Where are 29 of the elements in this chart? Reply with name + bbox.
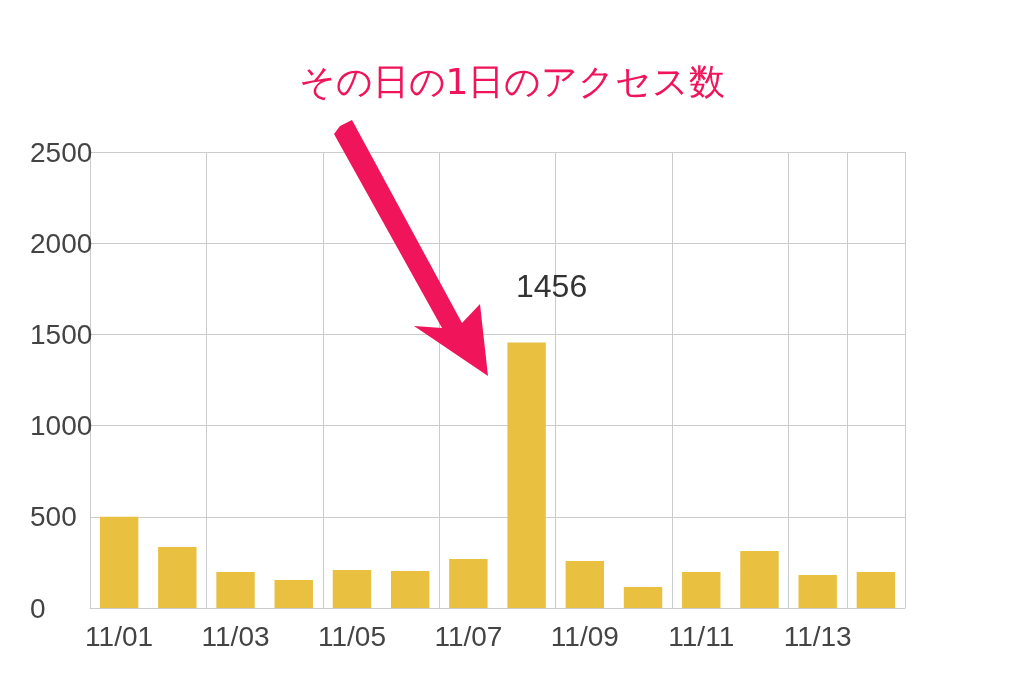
bar	[798, 574, 837, 608]
bar	[507, 342, 546, 608]
bar	[740, 550, 779, 608]
x-tick-label: 11/05	[317, 620, 386, 652]
x-tick-label: 11/13	[783, 620, 852, 652]
y-tick-label: 0	[30, 592, 46, 624]
bar	[623, 587, 663, 608]
x-tick-label: 11/09	[550, 620, 619, 652]
bar	[158, 547, 197, 608]
x-tick-label: 11/11	[668, 620, 735, 652]
bar	[216, 572, 255, 608]
y-tick-label: 2500	[30, 136, 93, 168]
bar	[565, 560, 605, 608]
bar	[332, 570, 372, 608]
y-tick-label: 1500	[30, 318, 93, 350]
text: その日の1日のアクセス数	[297, 60, 727, 104]
bar	[449, 558, 488, 608]
y-tick-label: 2000	[30, 227, 93, 259]
y-tick-label: 500	[30, 501, 77, 533]
bar	[99, 516, 139, 608]
x-tick-label: 11/03	[201, 620, 270, 652]
data-label: 1456	[516, 268, 588, 305]
x-tick-label: 11/01	[85, 620, 154, 652]
y-tick-label: 1000	[30, 410, 93, 442]
bar	[390, 570, 430, 608]
bar	[274, 579, 313, 608]
bar	[682, 572, 721, 608]
bar	[856, 572, 896, 608]
x-tick-label: 11/07	[434, 620, 503, 652]
